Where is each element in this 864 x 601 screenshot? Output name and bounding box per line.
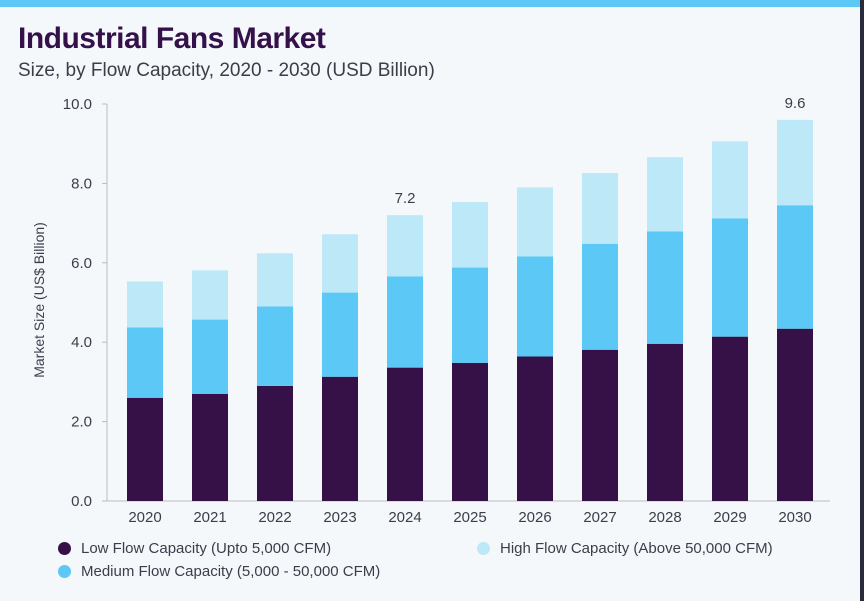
x-tick-label: 2020 — [128, 509, 161, 526]
bar-medium-2022 — [257, 306, 293, 386]
x-tick-label: 2030 — [778, 509, 811, 526]
x-tick-label: 2021 — [193, 509, 226, 526]
data-label-2030: 9.6 — [785, 95, 806, 112]
bar-high-2028 — [647, 157, 683, 232]
legend-label-medium: Medium Flow Capacity (5,000 - 50,000 CFM… — [81, 563, 381, 580]
bar-low-2021 — [192, 393, 228, 501]
bar-high-2030 — [777, 119, 813, 206]
bar-low-2023 — [322, 376, 358, 501]
bar-low-2024 — [387, 367, 423, 501]
x-tick-label: 2025 — [453, 509, 486, 526]
bar-medium-2028 — [647, 231, 683, 344]
y-tick-label: 0.0 — [71, 493, 92, 510]
bar-high-2026 — [517, 187, 553, 257]
bar-low-2025 — [452, 362, 488, 501]
bar-high-2023 — [322, 234, 358, 293]
bar-medium-2026 — [517, 256, 553, 357]
x-tick-label: 2027 — [583, 509, 616, 526]
bar-low-2026 — [517, 356, 553, 501]
bar-high-2022 — [257, 253, 293, 307]
bar-low-2030 — [777, 328, 813, 501]
x-tick-label: 2028 — [648, 509, 681, 526]
bar-high-2021 — [192, 270, 228, 320]
y-tick-label: 4.0 — [71, 334, 92, 351]
bar-low-2028 — [647, 343, 683, 501]
bar-high-2024 — [387, 215, 423, 277]
bar-medium-2021 — [192, 319, 228, 394]
bar-medium-2030 — [777, 205, 813, 329]
chart-subtitle: Size, by Flow Capacity, 2020 - 2030 (USD… — [18, 60, 435, 81]
legend-item-high: High Flow Capacity (Above 50,000 CFM) — [477, 540, 773, 557]
bar-high-2029 — [712, 141, 748, 219]
x-tick-label: 2024 — [388, 509, 421, 526]
legend-item-medium: Medium Flow Capacity (5,000 - 50,000 CFM… — [58, 563, 380, 580]
bar-low-2027 — [582, 349, 618, 501]
legend-label-high: High Flow Capacity (Above 50,000 CFM) — [500, 540, 773, 557]
legend-swatch-low — [58, 542, 71, 555]
bar-high-2020 — [127, 281, 163, 328]
bar-medium-2024 — [387, 276, 423, 368]
legend-item-low: Low Flow Capacity (Upto 5,000 CFM) — [58, 540, 331, 557]
y-tick-label: 8.0 — [71, 175, 92, 192]
bar-low-2029 — [712, 336, 748, 501]
chart-title: Industrial Fans Market — [18, 22, 326, 55]
y-tick-label: 2.0 — [71, 414, 92, 431]
bar-high-2025 — [452, 202, 488, 268]
legend-swatch-high — [477, 542, 490, 555]
top-accent-bar — [0, 0, 864, 7]
right-border — [860, 0, 864, 601]
bar-medium-2020 — [127, 327, 163, 398]
legend-label-low: Low Flow Capacity (Upto 5,000 CFM) — [81, 540, 332, 557]
x-tick-label: 2023 — [323, 509, 356, 526]
x-tick-label: 2029 — [713, 509, 746, 526]
y-axis-label: Market Size (US$ Billion) — [31, 222, 47, 378]
bar-low-2022 — [257, 385, 293, 501]
y-tick-label: 6.0 — [71, 255, 92, 272]
bar-medium-2027 — [582, 243, 618, 350]
bar-low-2020 — [127, 397, 163, 501]
x-tick-label: 2026 — [518, 509, 551, 526]
legend-swatch-medium — [58, 565, 71, 578]
y-tick-label: 10.0 — [63, 96, 92, 113]
x-tick-label: 2022 — [258, 509, 291, 526]
bar-medium-2029 — [712, 218, 748, 337]
bar-high-2027 — [582, 173, 618, 244]
data-label-2024: 7.2 — [395, 190, 416, 207]
bar-medium-2023 — [322, 292, 358, 377]
bar-medium-2025 — [452, 267, 488, 363]
